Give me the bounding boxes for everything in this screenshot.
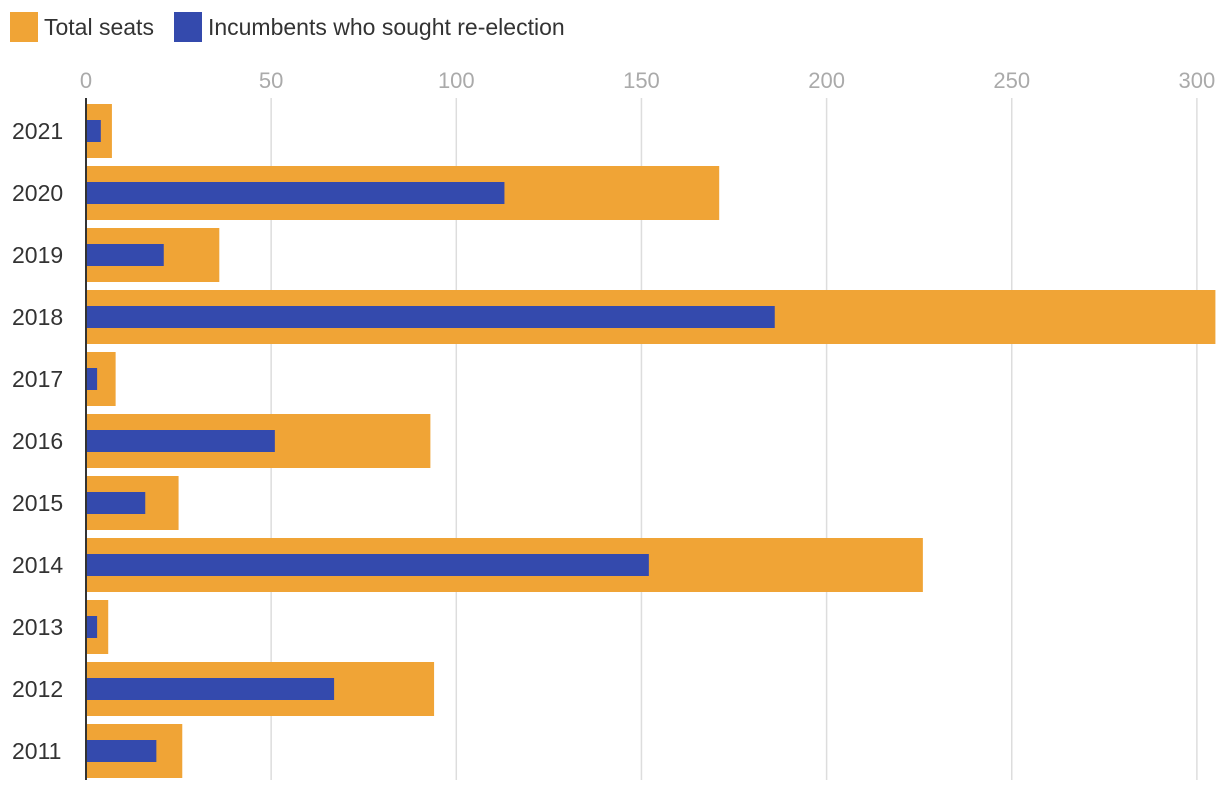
category-label-2018: 2018 [12,304,63,330]
bar-incumbents-2011 [86,740,157,762]
legend-item-incumbents: Incumbents who sought re-election [173,12,565,42]
x-tick-label: 200 [808,68,845,93]
category-label-2015: 2015 [12,490,63,516]
x-axis-ticks: 0 50 100 150 200 250 300 [80,68,1215,93]
category-label-2014: 2014 [12,552,63,578]
bar-incumbents-2019 [86,244,164,266]
bar-incumbents-2018 [86,306,775,328]
category-label-2017: 2017 [12,366,63,392]
bar-incumbents-2021 [86,120,101,142]
bar-incumbents-2013 [86,616,98,638]
x-tick-label: 0 [80,68,92,93]
x-tick-label: 100 [438,68,475,93]
bar-incumbents-2020 [86,182,505,204]
chart-legend: Total seats Incumbents who sought re-ele… [10,12,585,42]
bar-incumbents-2014 [86,554,649,576]
category-label-2011: 2011 [12,738,61,764]
x-tick-label: 50 [259,68,283,93]
category-label-2021: 2021 [12,118,63,144]
bar-incumbents-2016 [86,430,275,452]
legend-label-incumbents: Incumbents who sought re-election [207,13,565,40]
legend-swatch-total-seats [10,12,38,42]
legend-label-total-seats: Total seats [44,13,154,40]
category-label-2012: 2012 [12,676,63,702]
category-label-2019: 2019 [12,242,63,268]
category-label-2016: 2016 [12,428,63,454]
x-tick-label: 250 [993,68,1030,93]
bar-incumbents-2012 [86,678,335,700]
legend-swatch-incumbents [173,12,202,42]
y-axis-categories: 2021 2020 2019 2018 2017 2016 2015 2014 2013 2012… [12,118,63,764]
bars [86,104,1216,778]
x-tick-label: 150 [623,68,660,93]
bar-incumbents-2017 [86,368,98,390]
category-label-2020: 2020 [12,180,63,206]
category-label-2013: 2013 [12,614,63,640]
bar-incumbents-2015 [86,492,146,514]
legend-item-total-seats: Total seats [10,12,154,42]
x-tick-label: 300 [1179,68,1216,93]
